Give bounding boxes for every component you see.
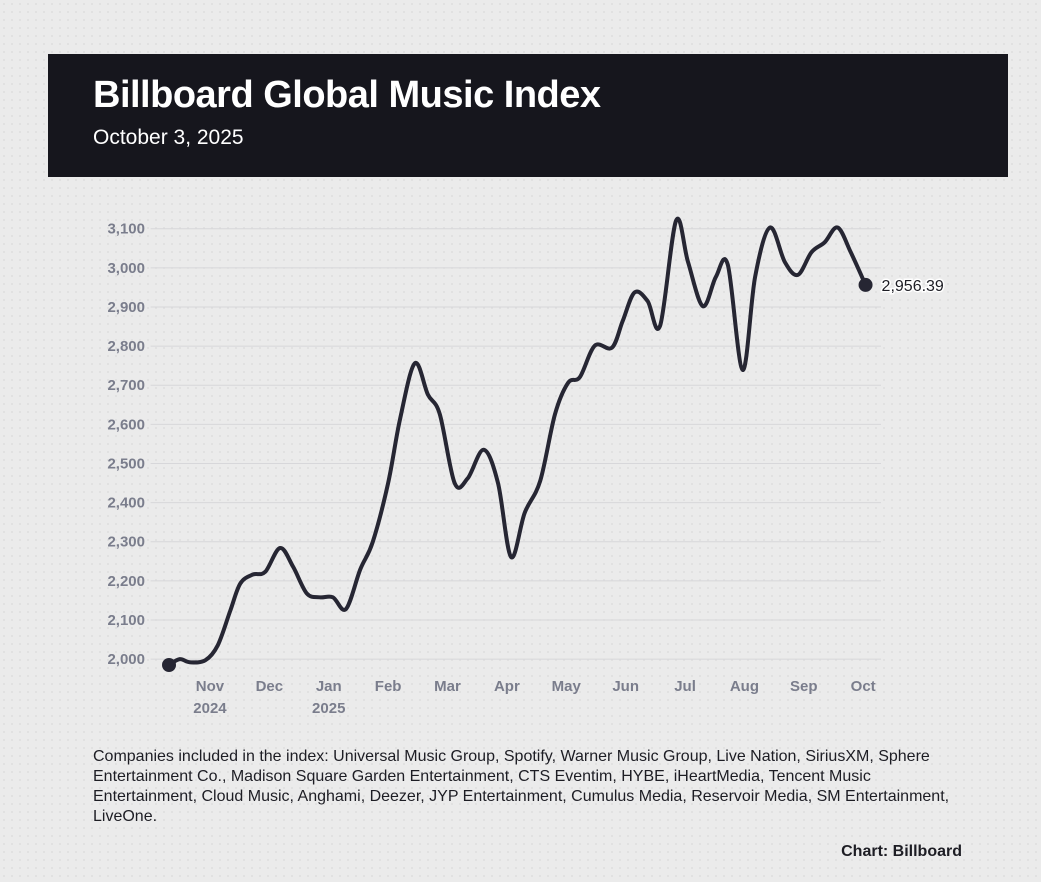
y-tick-label: 2,400 [107, 495, 145, 512]
start-marker [162, 658, 177, 672]
x-tick-label: Mar [434, 678, 461, 695]
x-tick-label: Jan [316, 678, 342, 695]
chart-title: Billboard Global Music Index [93, 74, 601, 116]
y-tick-label: 3,100 [107, 221, 145, 238]
footnote: Companies included in the index: Univers… [93, 748, 950, 825]
end-value-label: 2,956.39 [882, 278, 944, 295]
y-tick-label: 2,000 [107, 651, 145, 668]
y-tick-label: 2,600 [107, 416, 145, 433]
x-tick-label: Sep [790, 678, 818, 695]
y-tick-label: 2,900 [107, 299, 145, 316]
header: Billboard Global Music Index October 3, … [48, 54, 1008, 177]
y-tick-label: 2,800 [107, 338, 145, 355]
x-tick-sublabel: 2025 [312, 700, 345, 717]
x-tick-label: Jul [674, 678, 696, 695]
x-tick-label: Nov [196, 678, 225, 695]
line [167, 216, 868, 667]
end-marker [858, 277, 873, 292]
x-tick-label: May [552, 678, 582, 695]
y-tick-label: 2,300 [107, 534, 145, 551]
x-tick-label: Apr [494, 678, 520, 695]
y-tick-label: 2,500 [107, 455, 145, 472]
x-tick-sublabel: 2024 [193, 700, 227, 717]
credit: Chart: Billboard [841, 843, 962, 860]
x-tick-label: Jun [612, 678, 639, 695]
x-tick-label: Aug [730, 678, 759, 695]
y-tick-label: 3,000 [107, 260, 145, 277]
x-tick-label: Feb [375, 678, 402, 695]
chart-subtitle: October 3, 2025 [93, 126, 244, 149]
y-tick-label: 2,100 [107, 612, 145, 629]
x-tick-label: Oct [851, 678, 876, 695]
y-tick-label: 2,700 [107, 377, 145, 394]
x-tick-label: Dec [256, 678, 284, 695]
y-tick-label: 2,200 [107, 573, 145, 590]
